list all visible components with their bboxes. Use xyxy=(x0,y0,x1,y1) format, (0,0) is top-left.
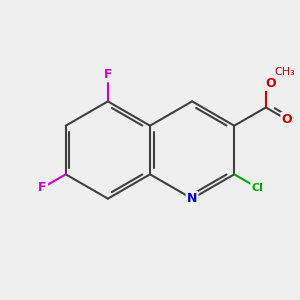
Text: O: O xyxy=(282,113,292,126)
Text: N: N xyxy=(187,192,197,205)
Text: CH₃: CH₃ xyxy=(274,67,295,77)
Text: Cl: Cl xyxy=(251,183,263,193)
Text: F: F xyxy=(38,181,47,194)
Text: F: F xyxy=(103,68,112,81)
Text: O: O xyxy=(266,76,277,90)
